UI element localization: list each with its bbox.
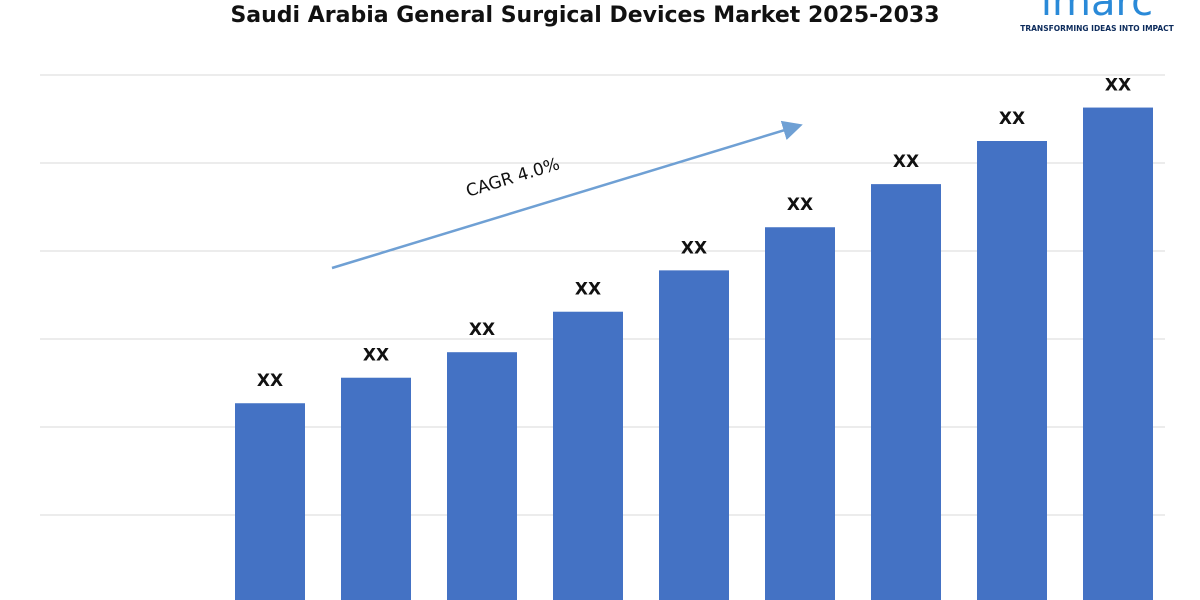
bar bbox=[871, 184, 941, 600]
bar bbox=[341, 377, 411, 600]
bar bbox=[1083, 107, 1153, 600]
cagr-arrow bbox=[331, 120, 803, 270]
bar bbox=[977, 141, 1047, 600]
value-label: XX bbox=[257, 371, 283, 391]
value-label: XX bbox=[893, 152, 919, 172]
bar bbox=[659, 270, 729, 600]
bar bbox=[553, 311, 623, 600]
value-label: XX bbox=[787, 195, 813, 215]
bar bbox=[235, 403, 305, 600]
value-label: XX bbox=[681, 238, 707, 258]
value-label: XX bbox=[469, 320, 495, 340]
bar bbox=[765, 227, 835, 600]
value-label: XX bbox=[1105, 76, 1131, 96]
value-label: XX bbox=[363, 346, 389, 366]
logo-tagline: TRANSFORMING IDEAS INTO IMPACT bbox=[1020, 24, 1174, 33]
chart-title: Saudi Arabia General Surgical Devices Ma… bbox=[230, 3, 939, 28]
cagr-label: CAGR 4.0% bbox=[464, 154, 562, 201]
logo-text: imarc bbox=[1041, 0, 1153, 25]
value-label: XX bbox=[575, 280, 601, 300]
bar bbox=[447, 352, 517, 600]
value-label: XX bbox=[999, 109, 1025, 129]
